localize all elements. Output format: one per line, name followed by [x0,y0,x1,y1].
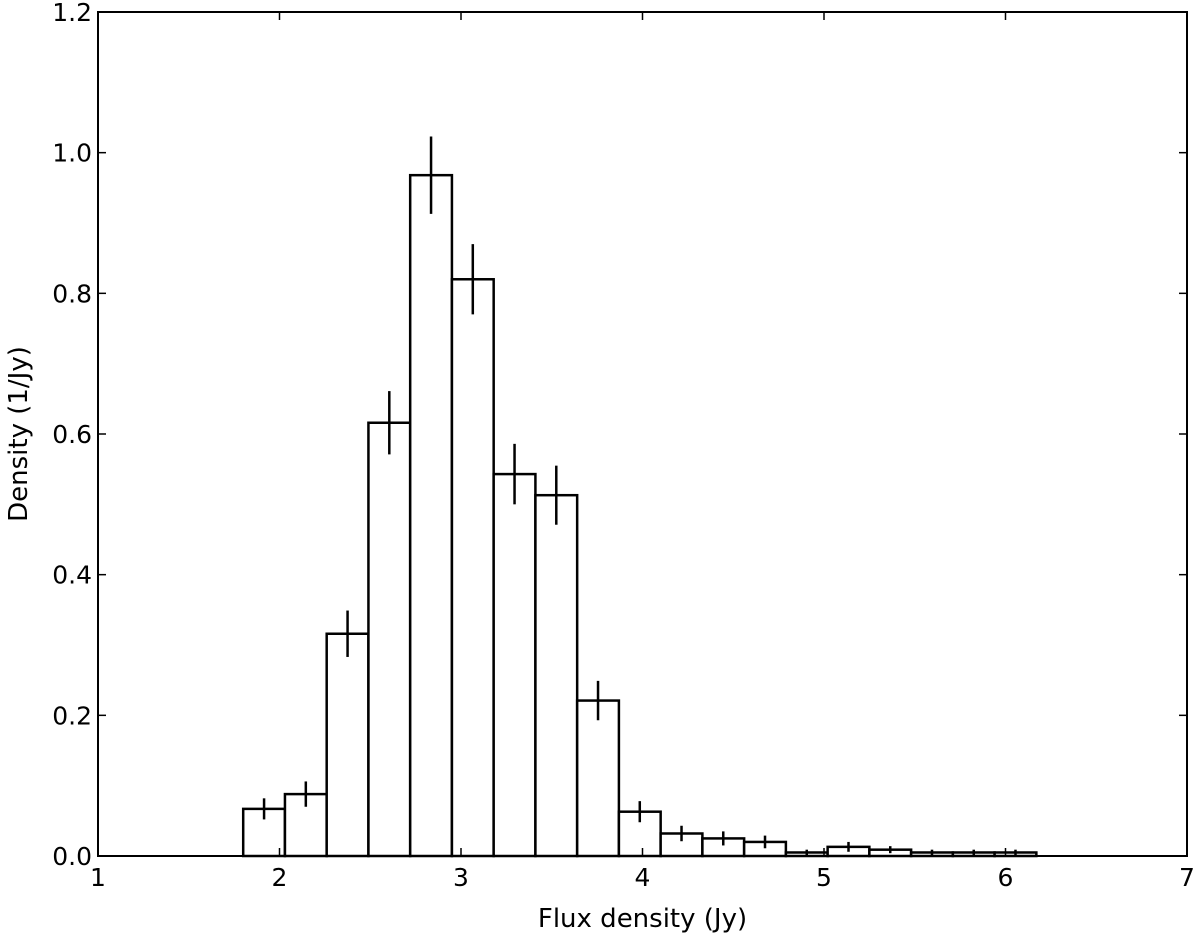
error-bars [262,136,1017,856]
histogram-bars [241,173,1038,858]
histogram-bar [492,472,537,858]
tick-labels: 1 2 3 4 5 6 7 0.0 0.2 0.4 0.6 0.8 1.0 1.2 [52,0,1195,892]
y-tick-label: 0.0 [52,842,92,871]
y-tick-label: 0.6 [52,420,92,449]
y-tick-label: 0.8 [52,279,92,308]
histogram-bar [367,421,412,858]
y-tick-label: 0.2 [52,701,92,730]
x-tick-label: 7 [1179,863,1195,892]
histogram-bar [534,493,579,858]
y-tick-label: 1.2 [52,0,92,27]
x-tick-label: 5 [816,863,832,892]
x-tick-label: 6 [998,863,1014,892]
x-axis-label: Flux density (Jy) [538,904,747,934]
histogram-bar [325,632,370,858]
y-tick-label: 0.4 [52,561,92,590]
x-tick-label: 3 [453,863,469,892]
histogram-bar [450,278,495,858]
x-tick-label: 2 [272,863,288,892]
y-tick-label: 1.0 [52,139,92,168]
axis-ticks [97,11,1188,857]
plot-frame [97,11,1188,857]
x-tick-label: 1 [90,863,106,892]
histogram-bar [575,699,621,858]
x-tick-label: 4 [635,863,651,892]
y-axis-label: Density (1/Jy) [4,346,34,522]
histogram-bar [408,173,454,858]
